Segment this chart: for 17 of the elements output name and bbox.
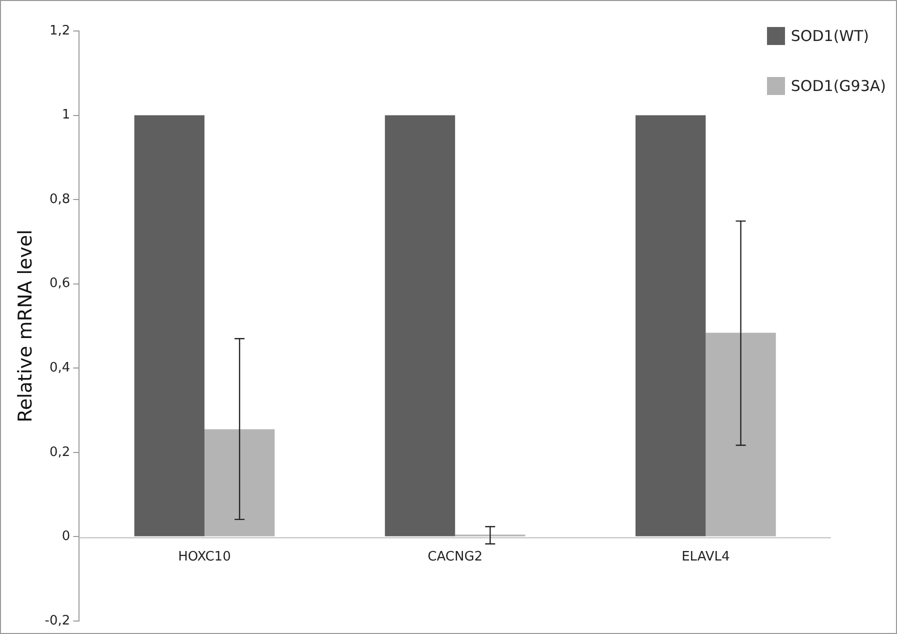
y-tick-label: 0 [62, 529, 70, 544]
legend-label: SOD1(G93A) [790, 77, 886, 95]
y-tick-label: 0,4 [49, 360, 70, 376]
y-tick-label: 1 [62, 108, 70, 123]
y-tick-label: 1,2 [49, 23, 70, 38]
x-tick-label: CACNG2 [428, 550, 483, 565]
bar [384, 115, 456, 536]
x-tick-label: ELAVL4 [682, 550, 730, 565]
y-tick-label: -0,2 [44, 613, 70, 628]
bar [134, 115, 204, 536]
y-axis-title: Relative mRNA level [14, 230, 36, 422]
y-tick-label: 0,2 [49, 444, 70, 460]
legend-label: SOD1(WT) [790, 27, 870, 45]
y-tick-label: 0,6 [49, 276, 70, 292]
x-tick-label: HOXC10 [178, 550, 231, 565]
bar [636, 115, 706, 536]
y-tick-label: 0,8 [49, 192, 70, 207]
